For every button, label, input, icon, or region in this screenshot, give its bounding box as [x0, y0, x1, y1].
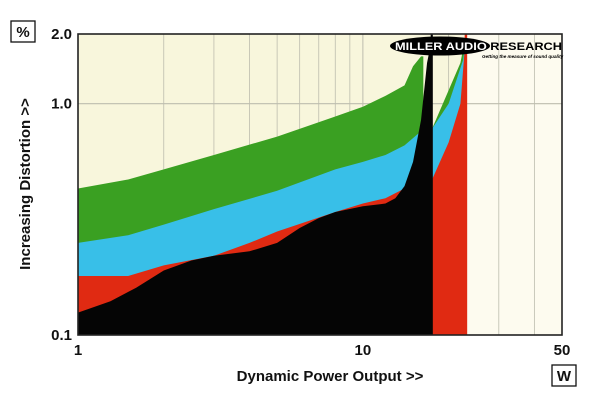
x-tick-labels: 1 10 50	[74, 342, 571, 359]
y-axis-title: Increasing Distortion >>	[17, 98, 34, 270]
y-unit-box-frame	[10, 20, 36, 43]
logo-brand-part-1: MILLER AUDIO	[395, 41, 490, 53]
x-tick-label: 10	[355, 342, 372, 359]
y-unit-box: %	[10, 20, 36, 43]
x-unit-box-frame	[551, 364, 577, 387]
beyond-limit-band	[465, 34, 562, 335]
x-axis-title: Dynamic Power Output >>	[237, 368, 424, 385]
logo-brand-text: MILLER AUDIO RESEARCH	[395, 41, 562, 53]
logo-oval	[390, 36, 490, 56]
y-unit-label: %	[16, 24, 29, 41]
y-tick-labels: 0.1 1.0 2.0	[51, 26, 72, 344]
x-tick-label: 1	[74, 342, 82, 359]
series-areas	[78, 34, 466, 335]
miller-audio-research-logo: MILLER AUDIO RESEARCH Getting the measur…	[390, 36, 564, 59]
x-unit-label: W	[557, 368, 572, 385]
x-tick-label: 50	[554, 342, 571, 359]
logo-brand-part-2: RESEARCH	[490, 41, 562, 53]
x-unit-box: W	[551, 364, 577, 387]
series-area-4	[78, 34, 433, 335]
y-tick-label: 1.0	[51, 96, 72, 113]
logo-tagline: Getting the measure of sound quality	[482, 54, 564, 59]
y-tick-label: 2.0	[51, 26, 72, 43]
y-tick-label: 0.1	[51, 327, 72, 344]
plot-frame	[77, 33, 563, 336]
